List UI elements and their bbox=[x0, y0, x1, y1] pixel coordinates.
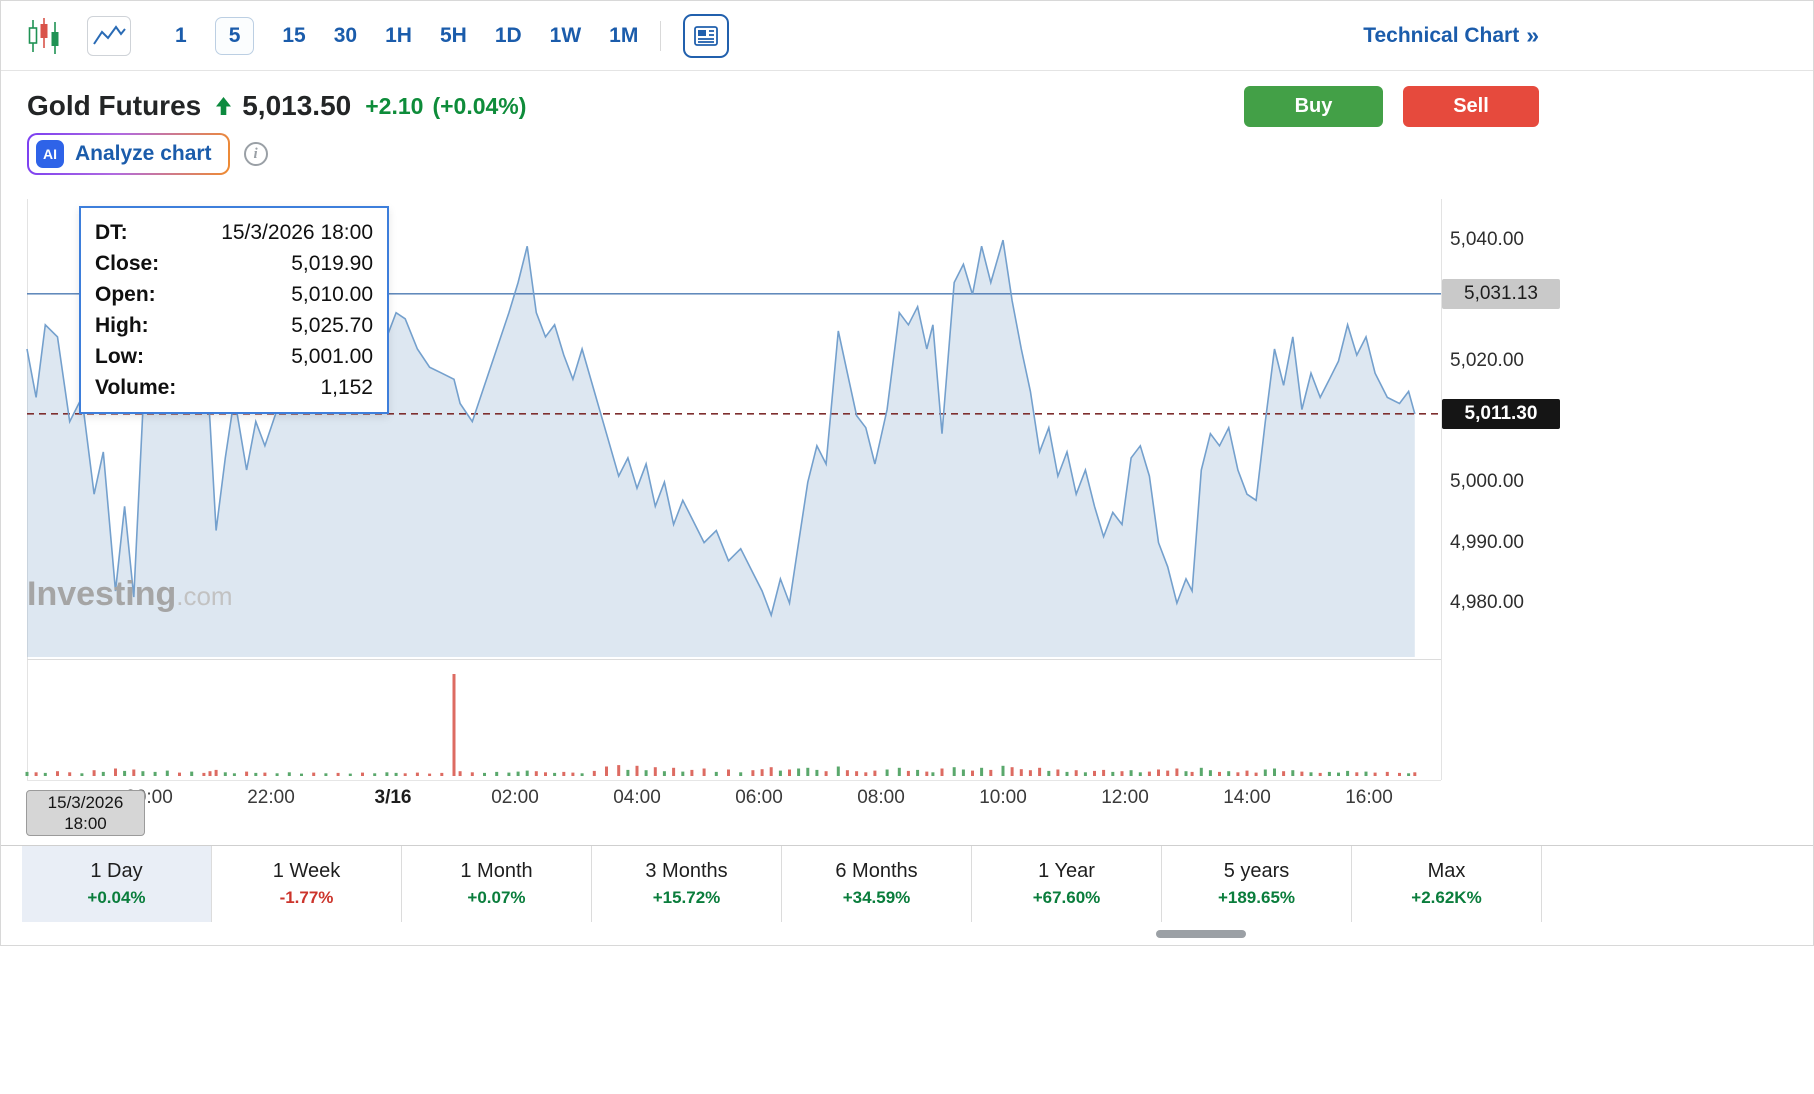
page-title: Gold Futures bbox=[27, 90, 202, 121]
tooltip-row: High: 5,025.70 bbox=[95, 314, 373, 337]
period-tabs: 1 Day +0.04% 1 Week -1.77% 1 Month +0.07% 3 Mo… bbox=[1, 845, 1813, 922]
tooltip-row: Close: 5,019.90 bbox=[95, 252, 373, 275]
period-tab-5-years[interactable]: 5 years +189.65% bbox=[1162, 846, 1352, 922]
analyze-chart-label: Analyze chart bbox=[75, 142, 212, 165]
double-chevron-right-icon: » bbox=[1526, 22, 1539, 48]
interval-button-5H[interactable]: 5H bbox=[439, 23, 467, 47]
period-tab-label: 3 Months bbox=[645, 860, 728, 882]
period-tab-max[interactable]: Max +2.62K% bbox=[1352, 846, 1542, 922]
ai-icon: AI bbox=[36, 140, 64, 168]
line-chart-icon bbox=[93, 24, 126, 45]
period-tab-change: +67.60% bbox=[1032, 888, 1101, 907]
period-tab-label: 1 Year bbox=[1038, 860, 1095, 882]
interval-button-5[interactable]: 5 bbox=[214, 16, 255, 55]
period-tab-6-months[interactable]: 6 Months +34.59% bbox=[782, 846, 972, 922]
upper-line-price-badge: 5,031.13 bbox=[1442, 278, 1560, 309]
news-icon bbox=[694, 25, 719, 46]
tooltip-row: Low: 5,001.00 bbox=[95, 345, 373, 368]
instrument-header: Gold Futures 5,013.50 +2.10 (+0.04%) Buy… bbox=[27, 83, 1539, 129]
period-tab-change: +0.04% bbox=[87, 888, 146, 907]
price-up-arrow-icon bbox=[215, 97, 232, 115]
interval-group: 1 5 15 30 1H 5H 1D 1W 1M bbox=[175, 16, 639, 55]
period-tab-label: 1 Month bbox=[460, 860, 533, 882]
ohlc-tooltip: DT: 15/3/2026 18:00 Close: 5,019.90 Open: 5… bbox=[79, 206, 389, 414]
y-axis-tick: 4,990.00 bbox=[1450, 531, 1524, 553]
price-change: +2.10 (+0.04%) bbox=[365, 93, 526, 120]
period-tab-change: +34.59% bbox=[842, 888, 911, 907]
tooltip-row: Volume: 1,152 bbox=[95, 376, 373, 399]
interval-button-1M[interactable]: 1M bbox=[609, 23, 639, 47]
interval-button-1H[interactable]: 1H bbox=[385, 23, 412, 47]
area-chart-button[interactable] bbox=[87, 15, 131, 56]
period-tab-label: 6 Months bbox=[835, 860, 918, 882]
y-axis-tick: 5,020.00 bbox=[1450, 350, 1524, 372]
interval-button-1W[interactable]: 1W bbox=[549, 23, 582, 47]
investing-watermark: Investing.com bbox=[27, 575, 233, 613]
analyze-row: AI Analyze chart i bbox=[27, 133, 268, 175]
period-tab-change: +189.65% bbox=[1217, 888, 1296, 907]
technical-chart-link[interactable]: Technical Chart » bbox=[1363, 22, 1539, 49]
x-axis-label: 14:00 bbox=[1223, 787, 1271, 808]
period-tab-1-month[interactable]: 1 Month +0.07% bbox=[402, 846, 592, 922]
analyze-chart-button-inner[interactable]: AI Analyze chart bbox=[29, 135, 228, 173]
x-axis-label: 16:00 bbox=[1345, 787, 1393, 808]
period-tab-1-year[interactable]: 1 Year +67.60% bbox=[972, 846, 1162, 922]
x-axis-label: 3/16 bbox=[374, 787, 412, 808]
news-panel-button[interactable] bbox=[683, 13, 730, 58]
info-icon[interactable]: i bbox=[243, 142, 268, 166]
analyze-chart-button[interactable]: AI Analyze chart bbox=[27, 133, 230, 175]
period-tab-change: +15.72% bbox=[652, 888, 721, 907]
period-tab-change: -1.77% bbox=[279, 888, 334, 907]
period-tab-change: +0.07% bbox=[467, 888, 526, 907]
toolbar: 1 5 15 30 1H 5H 1D 1W 1M Technical Chart » bbox=[1, 1, 1813, 71]
y-axis-tick: 4,980.00 bbox=[1450, 592, 1524, 614]
x-axis-label: 22:00 bbox=[247, 787, 295, 808]
chart-area[interactable]: 5,040.00 5,020.00 5,000.00 4,990.00 4,980.00… bbox=[1, 199, 1567, 839]
tooltip-row: Open: 5,010.00 bbox=[95, 283, 373, 306]
x-axis-label: 04:00 bbox=[613, 787, 661, 808]
y-axis-tick: 5,040.00 bbox=[1450, 229, 1524, 251]
toolbar-divider bbox=[660, 20, 662, 51]
buy-button[interactable]: Buy bbox=[1244, 85, 1383, 127]
x-axis-label: 12:00 bbox=[1101, 787, 1149, 808]
x-axis-label: 06:00 bbox=[735, 787, 783, 808]
last-price: 5,013.50 bbox=[242, 90, 352, 121]
period-tab-1-week[interactable]: 1 Week -1.77% bbox=[212, 846, 402, 922]
x-axis-label: 02:00 bbox=[491, 787, 539, 808]
candlestick-icon bbox=[28, 17, 59, 54]
change-value: +2.10 bbox=[365, 92, 424, 119]
x-axis-label: 08:00 bbox=[857, 787, 905, 808]
last-price-badge: 5,011.30 bbox=[1442, 398, 1560, 429]
sell-button[interactable]: Sell bbox=[1403, 85, 1539, 127]
crosshair-date-badge: 15/3/2026 18:00 bbox=[26, 790, 145, 836]
period-tab-label: 1 Day bbox=[90, 860, 143, 882]
interval-button-15[interactable]: 15 bbox=[282, 23, 306, 47]
tooltip-row: DT: 15/3/2026 18:00 bbox=[95, 221, 373, 244]
period-tab-1-day[interactable]: 1 Day +0.04% bbox=[22, 846, 212, 922]
period-tab-label: 5 years bbox=[1223, 860, 1290, 882]
chart-widget: 1 5 15 30 1H 5H 1D 1W 1M Technical Chart » Gold … bbox=[0, 0, 1814, 946]
period-tab-change: +2.62K% bbox=[1411, 888, 1482, 907]
horizontal-scrollbar-thumb[interactable] bbox=[1156, 930, 1246, 938]
candlestick-chart-button[interactable] bbox=[27, 17, 61, 54]
interval-button-30[interactable]: 30 bbox=[333, 23, 358, 47]
y-axis-tick: 5,000.00 bbox=[1450, 471, 1524, 493]
x-axis-label: 10:00 bbox=[979, 787, 1027, 808]
period-tab-label: 1 Week bbox=[272, 860, 341, 882]
change-percent: (+0.04%) bbox=[432, 92, 527, 119]
technical-chart-label: Technical Chart bbox=[1363, 23, 1520, 47]
period-tab-label: Max bbox=[1427, 860, 1466, 882]
interval-button-1[interactable]: 1 bbox=[175, 23, 187, 47]
period-tab-3-months[interactable]: 3 Months +15.72% bbox=[592, 846, 782, 922]
interval-button-1D[interactable]: 1D bbox=[494, 23, 522, 47]
